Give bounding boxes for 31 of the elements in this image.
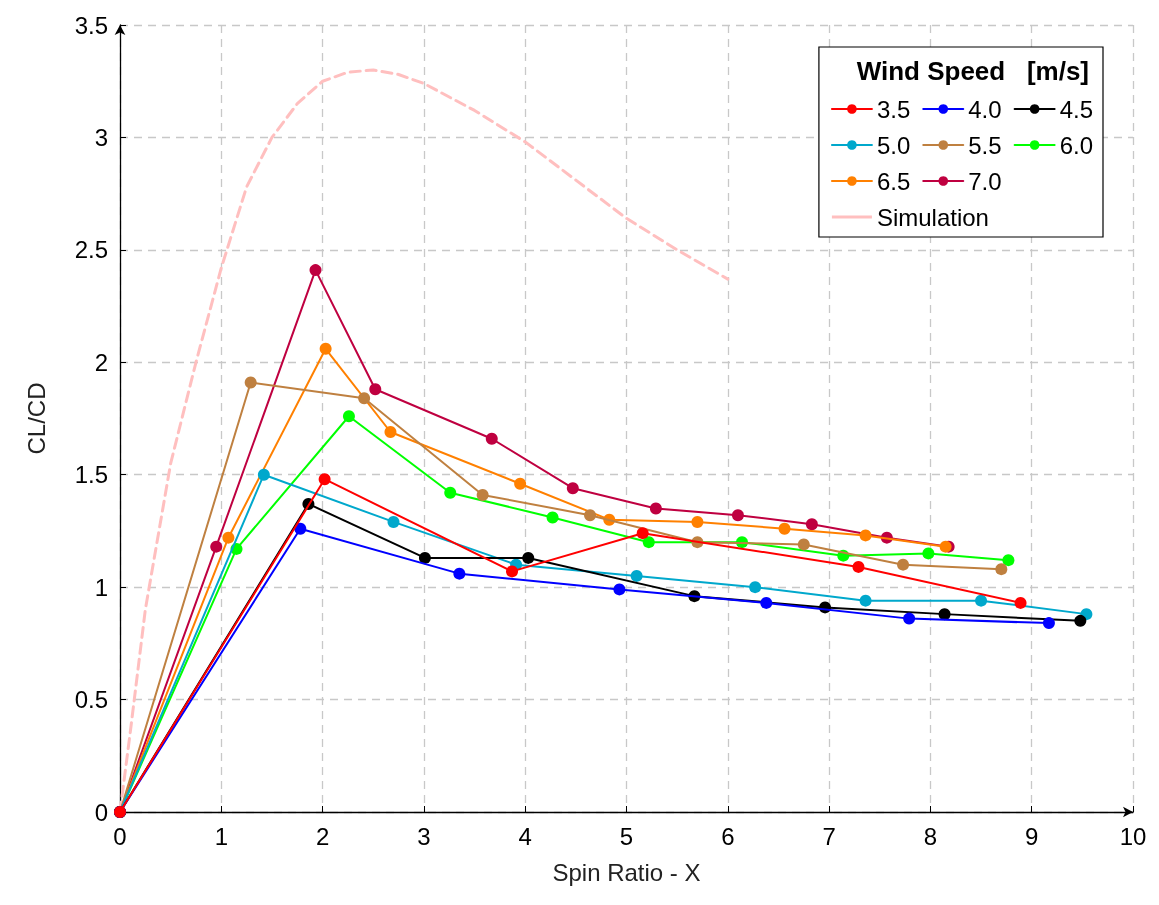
x-tick-label: 8 xyxy=(923,822,938,850)
legend-label: 3.5 xyxy=(876,95,911,123)
x-tick-label: 1 xyxy=(214,822,228,850)
legend-label: 5.0 xyxy=(876,131,911,159)
x-tick-label: 2 xyxy=(315,822,330,850)
y-tick-label: 2 xyxy=(94,348,108,376)
x-tick-label: 3 xyxy=(417,822,431,850)
legend-label: 6.5 xyxy=(876,167,911,195)
legend-label: 4.5 xyxy=(1059,95,1094,123)
y-tick-label: 1.5 xyxy=(74,461,108,489)
y-tick-label: 0 xyxy=(94,798,108,826)
legend-label: Simulation xyxy=(876,203,989,231)
y-tick-label: 3 xyxy=(94,123,108,151)
x-axis-title: Spin Ratio - X xyxy=(552,858,701,886)
legend-label: 5.5 xyxy=(968,131,1002,159)
y-axis-title: CL/CD xyxy=(22,382,50,455)
legend-label: 4.0 xyxy=(968,95,1002,123)
x-tick-label: 5 xyxy=(619,822,634,850)
y-tick-label: 2.5 xyxy=(74,236,108,264)
y-tick-label: 3.5 xyxy=(74,11,108,39)
x-tick-label: 6 xyxy=(721,822,735,850)
x-tick-label: 10 xyxy=(1119,822,1147,850)
legend-label: 7.0 xyxy=(968,167,1002,195)
y-tick-label: 1 xyxy=(94,573,108,601)
x-tick-label: 4 xyxy=(518,822,532,850)
legend-label: 6.0 xyxy=(1059,131,1094,159)
x-tick-label: 9 xyxy=(1025,822,1039,850)
x-tick-label: 7 xyxy=(822,822,836,850)
y-tick-label: 0.5 xyxy=(74,686,108,714)
x-tick-label: 0 xyxy=(113,822,127,850)
legend-title: Wind Speed [m/s] xyxy=(856,56,1090,86)
